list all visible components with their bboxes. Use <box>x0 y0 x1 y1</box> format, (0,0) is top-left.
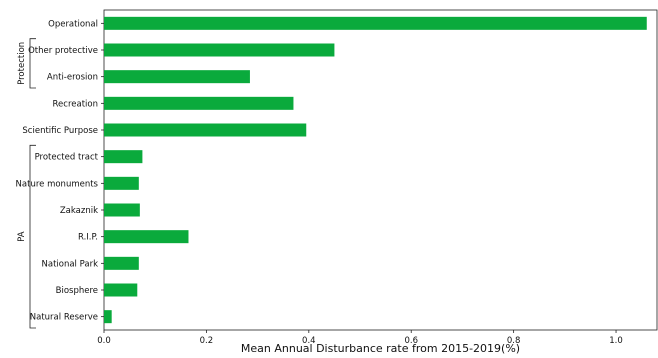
bar <box>104 257 139 270</box>
category-label: Operational <box>48 19 98 29</box>
x-axis-title: Mean Annual Disturbance rate from 2015-2… <box>241 342 520 355</box>
x-tick-label: 0.2 <box>200 336 214 346</box>
category-labels: Operational Other protective Anti-erosion R… <box>16 19 104 322</box>
bar <box>104 150 142 163</box>
group-label: PA <box>17 231 27 242</box>
category-label: Anti-erosion <box>47 73 98 83</box>
bar <box>104 177 139 190</box>
bar <box>104 44 334 57</box>
bar <box>104 284 137 297</box>
bar <box>104 124 306 137</box>
bar <box>104 70 250 83</box>
category-label: Other protective <box>28 46 98 56</box>
group-bracket <box>30 145 36 328</box>
category-label: Zakaznik <box>60 206 98 216</box>
bar <box>104 310 112 323</box>
plot-frame <box>104 10 657 330</box>
category-label: Biosphere <box>56 286 98 296</box>
category-label: Recreation <box>53 99 98 109</box>
category-label: R.I.P. <box>78 233 98 243</box>
category-label: Protected tract <box>35 153 99 163</box>
bar <box>104 230 188 243</box>
plot-border <box>104 10 657 330</box>
bar <box>104 204 140 217</box>
x-tick-label: 1.0 <box>609 336 623 346</box>
x-tick-label: 0.0 <box>97 336 111 346</box>
bars-group <box>104 17 647 323</box>
bar <box>104 97 293 110</box>
category-label: National Park <box>42 259 99 269</box>
category-label: Nature monuments <box>16 179 99 189</box>
group-label: Protection <box>17 42 27 85</box>
category-label: Scientific Purpose <box>22 126 98 136</box>
category-label: Natural Reserve <box>30 313 98 323</box>
bar <box>104 17 647 30</box>
